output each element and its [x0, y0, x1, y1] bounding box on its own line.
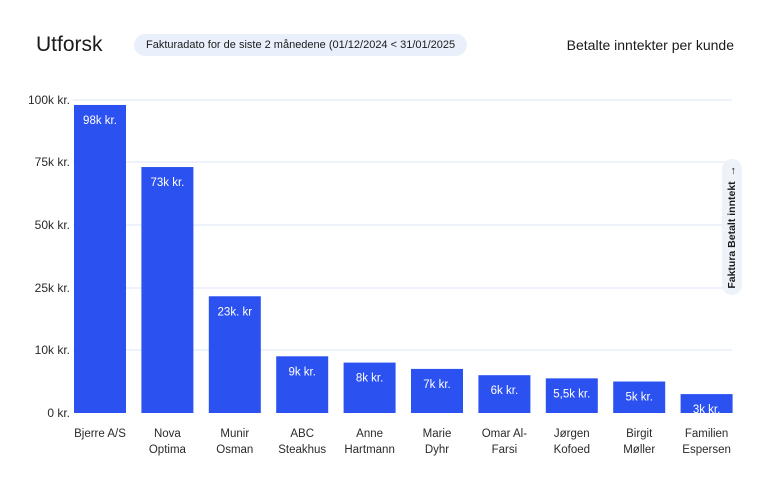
arrow-down-icon: →: [726, 165, 738, 177]
bar-data-label: 73k kr.: [150, 177, 184, 189]
bar: [208, 296, 261, 413]
y-tick-label: 10k kr.: [35, 343, 70, 357]
date-filter-pill[interactable]: Fakturadato for de siste 2 månedene (01/…: [134, 34, 468, 56]
y-tick-label: 50k kr.: [35, 218, 70, 232]
bar-data-label: 7k kr.: [423, 379, 450, 391]
bar-data-label: 8k kr.: [356, 373, 383, 385]
bar: [680, 394, 733, 413]
x-tick-label: Farsi: [492, 444, 518, 456]
x-tick-label: Steakhus: [278, 444, 326, 456]
bar-data-label: 23k. kr: [218, 306, 253, 318]
bar-data-label: 98k kr.: [83, 115, 117, 127]
x-tick-label: Møller: [623, 444, 655, 456]
bar: [343, 362, 396, 413]
sort-button[interactable]: Faktura Betalt inntekt →: [722, 159, 742, 295]
x-tick-label: Espersen: [682, 444, 731, 456]
x-tick-label: Hartmann: [344, 444, 395, 456]
bar: [141, 167, 194, 413]
x-tick-label: Anne: [356, 428, 383, 440]
y-tick-label: 75k kr.: [35, 155, 70, 169]
x-tick-label: Optima: [149, 444, 187, 456]
x-tick-label: Familien: [685, 428, 728, 440]
x-tick-label: Kofoed: [554, 444, 590, 456]
x-tick-label: Jørgen: [554, 428, 590, 440]
chart-metric-title: Betalte inntekter per kunde: [566, 37, 734, 53]
x-tick-label: Munir: [220, 428, 249, 440]
bar: [613, 381, 666, 413]
x-tick-label: ABC: [290, 428, 314, 440]
bar-data-label: 5,5k kr.: [553, 388, 590, 400]
sort-label: Faktura Betalt inntekt: [726, 181, 738, 289]
bar: [478, 375, 531, 413]
bar: [545, 378, 598, 413]
bar-data-label: 6k kr.: [491, 385, 518, 397]
bar: [411, 368, 463, 413]
x-tick-label: Marie: [423, 428, 452, 440]
x-tick-label: Dyhr: [425, 444, 449, 456]
bar-data-label: 5k kr.: [625, 392, 652, 404]
y-tick-label: 0 kr.: [47, 406, 70, 420]
page-title: Utforsk: [36, 33, 103, 56]
bar: [276, 356, 329, 413]
bar: [74, 104, 126, 414]
y-tick-label: 25k kr.: [35, 281, 70, 295]
x-tick-label: Nova: [154, 428, 181, 440]
y-tick-label: 100k kr.: [28, 93, 70, 107]
bar-data-label: 3k kr.: [693, 404, 720, 416]
x-tick-label: Birgit: [626, 428, 653, 440]
x-tick-label: Omar Al-: [482, 428, 528, 440]
x-tick-label: Bjerre A/S: [74, 428, 126, 440]
x-tick-label: Osman: [216, 444, 253, 456]
bar-data-label: 9k kr.: [288, 366, 315, 378]
bars: 98k kr. Bjerre A/S 73k kr. Nova Optima 23k. k…: [74, 104, 733, 456]
